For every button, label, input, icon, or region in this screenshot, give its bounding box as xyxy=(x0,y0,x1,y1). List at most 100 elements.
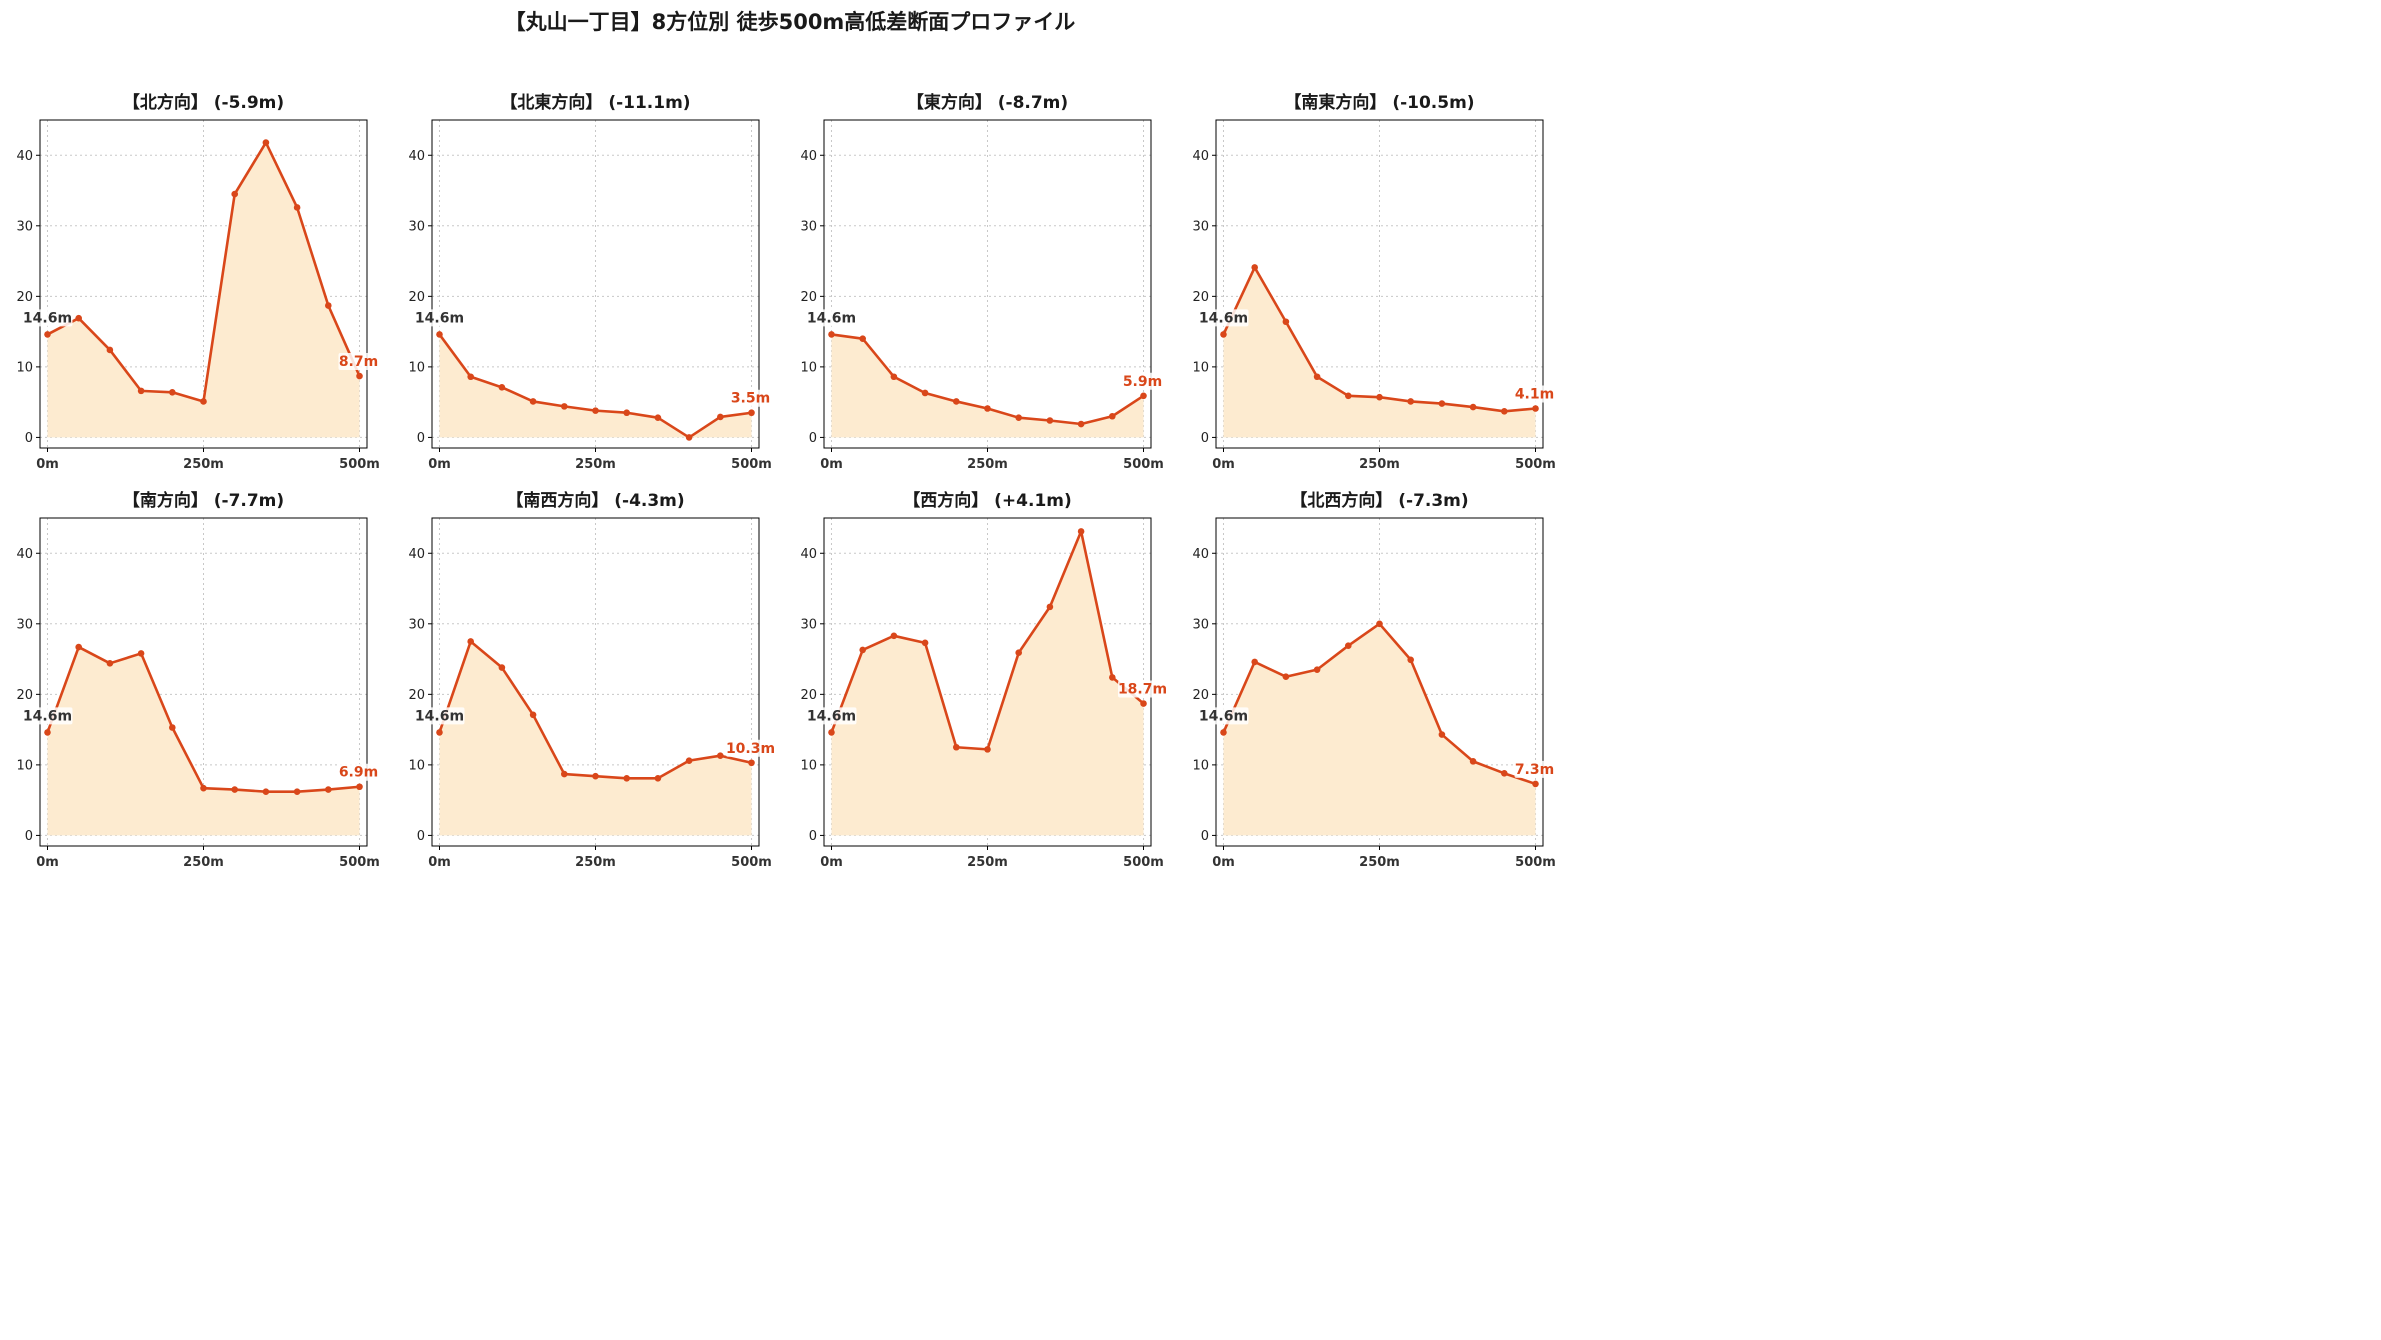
y-tick-label: 30 xyxy=(408,617,425,632)
start-label-box xyxy=(806,707,857,725)
end-elevation-label: 7.3m xyxy=(1515,762,1554,778)
start-elevation-label: 14.6m xyxy=(807,708,856,724)
data-point xyxy=(1376,393,1383,401)
panel-title: 【北方向】 (-5.9m) xyxy=(123,92,284,113)
y-tick-label: 30 xyxy=(800,617,817,632)
data-point xyxy=(952,398,960,405)
y-tick-label: 30 xyxy=(408,219,425,234)
data-point xyxy=(1077,528,1085,535)
data-point xyxy=(1077,420,1085,428)
y-tick-label: 10 xyxy=(16,758,33,773)
data-point xyxy=(137,387,145,395)
end-label-box xyxy=(1122,372,1163,390)
x-tick-label: 500m xyxy=(339,457,380,472)
x-tick-label: 0m xyxy=(428,855,451,870)
data-point xyxy=(984,746,991,753)
y-tick-label: 10 xyxy=(408,360,425,375)
data-point xyxy=(1532,780,1539,788)
end-label-box xyxy=(726,739,776,757)
start-label-box xyxy=(414,309,465,327)
data-point xyxy=(1344,392,1352,400)
x-tick-label: 500m xyxy=(1123,855,1164,870)
data-point xyxy=(654,414,662,421)
data-point xyxy=(137,650,145,657)
data-point xyxy=(828,729,835,736)
elevation-area xyxy=(439,641,752,836)
y-tick-label: 0 xyxy=(1201,431,1209,446)
x-tick-label: 500m xyxy=(1515,855,1556,870)
data-point xyxy=(529,398,537,405)
data-point xyxy=(467,638,474,645)
data-point xyxy=(1438,731,1446,738)
y-tick-label: 0 xyxy=(25,829,33,844)
end-elevation-label: 18.7m xyxy=(1118,682,1167,698)
end-elevation-label: 6.9m xyxy=(339,765,378,781)
data-point xyxy=(293,204,301,211)
data-point xyxy=(1140,700,1147,707)
data-point xyxy=(168,388,176,396)
end-label-box xyxy=(338,353,379,371)
elevation-area xyxy=(1223,267,1536,438)
data-point xyxy=(560,403,568,410)
data-point xyxy=(231,190,239,198)
data-point xyxy=(748,409,755,417)
elevation-area xyxy=(1223,623,1536,836)
panel-title: 【東方向】 (-8.7m) xyxy=(907,92,1068,113)
data-point xyxy=(1313,666,1321,673)
y-tick-label: 20 xyxy=(16,290,33,305)
y-tick-label: 0 xyxy=(1201,829,1209,844)
elevation-area xyxy=(831,531,1144,836)
data-point xyxy=(1251,658,1258,666)
data-point xyxy=(1376,620,1383,628)
data-point xyxy=(592,407,599,414)
y-tick-label: 30 xyxy=(800,219,817,234)
y-tick-label: 0 xyxy=(809,431,817,446)
start-elevation-label: 14.6m xyxy=(23,310,72,326)
x-tick-label: 0m xyxy=(1212,457,1235,472)
data-point xyxy=(498,664,506,671)
data-point xyxy=(717,413,724,421)
x-tick-label: 0m xyxy=(36,855,59,870)
data-point xyxy=(859,646,866,654)
y-tick-label: 10 xyxy=(800,758,817,773)
data-point xyxy=(168,724,176,731)
start-elevation-label: 14.6m xyxy=(1199,708,1248,724)
profile-panel-6: 【南西方向】 (-4.3m) 0 10 20 30 40 0m 250m 500m 14.6m 10… xyxy=(408,490,775,870)
profile-panel-2: 【北東方向】 (-11.1m) 0 10 20 30 40 0m 250m 500m 14.6m 3… xyxy=(408,92,771,472)
y-tick-label: 30 xyxy=(1192,617,1209,632)
x-tick-label: 250m xyxy=(183,457,224,472)
y-tick-label: 20 xyxy=(1192,688,1209,703)
data-point xyxy=(1469,403,1477,411)
y-tick-label: 40 xyxy=(16,149,33,164)
start-elevation-label: 14.6m xyxy=(1199,310,1248,326)
start-label-box xyxy=(1198,707,1249,725)
x-tick-label: 250m xyxy=(1359,855,1400,870)
data-point xyxy=(890,373,898,381)
end-elevation-label: 10.3m xyxy=(726,741,775,757)
figure-title: 【丸山一丁目】8方位別 徒歩500m高低差断面プロファイル xyxy=(505,10,1076,34)
y-tick-label: 20 xyxy=(408,688,425,703)
x-tick-label: 250m xyxy=(1359,457,1400,472)
data-point xyxy=(859,335,866,342)
data-point xyxy=(654,774,662,782)
elevation-area xyxy=(831,334,1144,438)
x-tick-label: 250m xyxy=(967,457,1008,472)
data-point xyxy=(1220,729,1227,736)
y-tick-label: 10 xyxy=(16,360,33,375)
y-tick-label: 10 xyxy=(800,360,817,375)
data-point xyxy=(1046,603,1054,611)
end-elevation-label: 3.5m xyxy=(731,391,770,407)
end-label-box xyxy=(338,763,379,781)
panel-title: 【北東方向】 (-11.1m) xyxy=(500,92,690,113)
y-tick-label: 10 xyxy=(1192,360,1209,375)
y-tick-label: 30 xyxy=(1192,219,1209,234)
panel-title: 【北西方向】 (-7.3m) xyxy=(1290,490,1468,511)
data-point xyxy=(1251,264,1258,271)
data-point xyxy=(1407,398,1415,405)
elevation-area xyxy=(47,142,360,438)
data-point xyxy=(1015,414,1023,421)
data-point xyxy=(1407,656,1415,664)
data-point xyxy=(1438,400,1446,407)
x-tick-label: 500m xyxy=(1123,457,1164,472)
start-label-box xyxy=(1198,309,1249,327)
